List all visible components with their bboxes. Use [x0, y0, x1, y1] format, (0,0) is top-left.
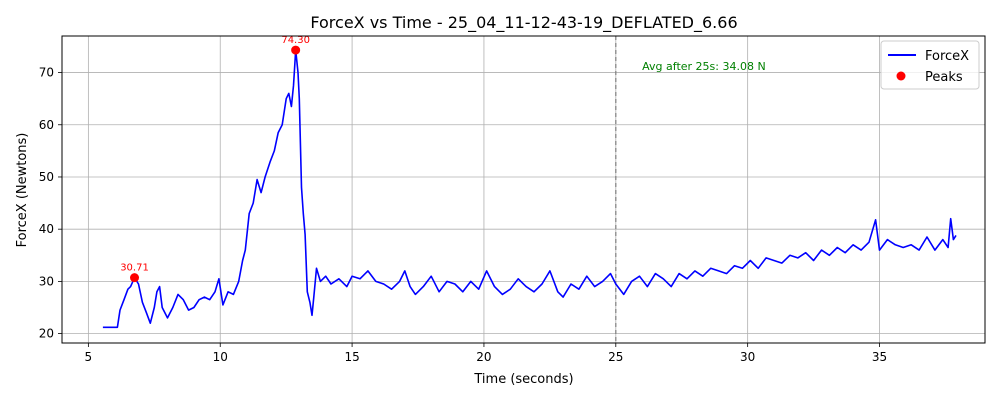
x-tick-label: 5: [85, 350, 93, 364]
peak-value-label: 30.71: [120, 263, 149, 274]
avg-annotation: Avg after 25s: 34.08 N: [642, 60, 766, 73]
y-tick-label: 20: [39, 327, 54, 341]
legend-forcex-label: ForceX: [925, 49, 969, 64]
y-tick-label: 60: [39, 118, 54, 132]
y-tick-label: 50: [39, 170, 54, 184]
x-axis-label: Time (seconds): [473, 372, 573, 387]
peak-value-label: 74.30: [281, 35, 310, 46]
y-tick-label: 70: [39, 66, 54, 80]
peak-marker: [291, 45, 301, 55]
x-tick-label: 10: [213, 350, 228, 364]
x-tick-label: 20: [476, 350, 491, 364]
peak-layer: 30.71 74.30: [120, 35, 310, 283]
x-tick-label: 35: [872, 350, 887, 364]
series-forcex-line: [102, 49, 957, 329]
y-tick-label: 40: [39, 222, 54, 236]
y-tick-label: 30: [39, 274, 54, 288]
legend-peaks-label: Peaks: [925, 70, 963, 85]
x-tick-label: 25: [608, 350, 623, 364]
series-layer: [102, 49, 957, 329]
tick-layer: 5 10 15 20 25 30 35 20 30 40 50 60 70: [39, 66, 887, 364]
legend: ForceX Peaks: [880, 40, 980, 90]
x-tick-label: 15: [344, 350, 359, 364]
x-tick-label: 30: [740, 350, 755, 364]
peak-marker: [130, 273, 140, 283]
chart-title: ForceX vs Time - 25_04_11-12-43-19_DEFLA…: [310, 13, 737, 33]
grid-lines: [62, 36, 985, 343]
plot-frame: [61, 35, 986, 344]
legend-peaks-swatch: [896, 71, 906, 81]
legend-box: [880, 40, 980, 90]
y-axis-label: ForceX (Newtons): [15, 133, 30, 248]
